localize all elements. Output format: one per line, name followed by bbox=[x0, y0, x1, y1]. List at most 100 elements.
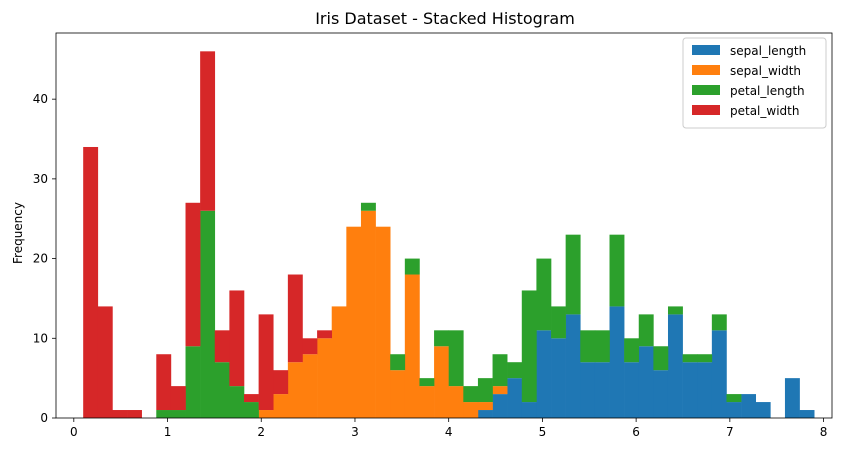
x-axis-ticks: 0 1 2 3 4 5 6 7 8 bbox=[70, 418, 827, 439]
bar-petal_width-0 bbox=[83, 146, 99, 419]
bar-petal_length-35 bbox=[594, 330, 610, 363]
bar-sepal_width-16 bbox=[317, 338, 333, 418]
bar-petal_width-16 bbox=[317, 330, 333, 339]
bar-petal_length-42 bbox=[697, 354, 713, 363]
bar-petal_width-8 bbox=[200, 51, 216, 211]
bar-sepal_length-49 bbox=[799, 410, 815, 418]
legend-label-sepal_width: sepal_width bbox=[730, 64, 801, 78]
bar-sepal_width-14 bbox=[287, 362, 303, 418]
bar-petal_length-6 bbox=[170, 410, 186, 418]
bar-sepal_length-30 bbox=[521, 402, 537, 418]
bar-petal_length-29 bbox=[507, 362, 523, 379]
bar-petal_width-12 bbox=[258, 314, 274, 411]
y-tick-label: 10 bbox=[33, 331, 48, 345]
bar-sepal_length-48 bbox=[784, 378, 800, 418]
legend-swatch-petal_length bbox=[692, 85, 720, 95]
bar-sepal_length-29 bbox=[507, 378, 523, 418]
bar-petal_length-25 bbox=[448, 330, 464, 387]
bars-group bbox=[83, 51, 815, 419]
bar-sepal_width-17 bbox=[331, 306, 347, 418]
bar-sepal_width-22 bbox=[404, 274, 420, 418]
legend-label-sepal_length: sepal_length bbox=[730, 44, 806, 58]
bar-sepal_width-24 bbox=[434, 346, 449, 418]
bar-sepal_width-27 bbox=[477, 402, 493, 411]
bar-petal_length-27 bbox=[477, 378, 493, 403]
chart-title: Iris Dataset - Stacked Histogram bbox=[315, 9, 575, 28]
bar-petal_length-43 bbox=[711, 314, 727, 331]
legend-swatch-petal_width bbox=[692, 105, 720, 115]
bar-petal_length-39 bbox=[653, 346, 669, 371]
bar-petal_width-1 bbox=[97, 306, 113, 418]
bar-sepal_width-28 bbox=[492, 386, 508, 395]
bar-sepal_width-23 bbox=[419, 386, 435, 418]
bar-petal_width-7 bbox=[185, 202, 201, 347]
bar-sepal_width-19 bbox=[360, 210, 376, 418]
bar-petal_length-9 bbox=[214, 362, 230, 418]
bar-petal_length-22 bbox=[404, 258, 420, 275]
bar-sepal_length-38 bbox=[638, 346, 654, 418]
bar-sepal_width-21 bbox=[390, 370, 406, 418]
legend-label-petal_length: petal_length bbox=[730, 84, 805, 98]
bar-petal_length-11 bbox=[244, 402, 259, 418]
bar-sepal_length-33 bbox=[565, 314, 581, 418]
bar-sepal_length-31 bbox=[536, 330, 552, 418]
bar-petal_width-14 bbox=[287, 274, 303, 363]
y-axis-ticks: 0 10 20 30 40 bbox=[33, 92, 56, 425]
y-tick-label: 20 bbox=[33, 252, 48, 266]
bar-sepal_length-28 bbox=[492, 394, 508, 418]
bar-sepal_length-39 bbox=[653, 370, 669, 418]
x-tick-label: 2 bbox=[257, 425, 265, 439]
y-tick-label: 30 bbox=[33, 172, 48, 186]
bar-petal_length-7 bbox=[185, 346, 201, 418]
bar-sepal_length-27 bbox=[477, 410, 493, 418]
x-tick-label: 7 bbox=[726, 425, 734, 439]
bar-sepal_length-41 bbox=[682, 362, 698, 418]
x-tick-label: 6 bbox=[632, 425, 640, 439]
bar-petal_width-15 bbox=[302, 338, 318, 355]
legend: sepal_length sepal_width petal_lengthpetal… bbox=[682, 37, 827, 129]
bar-sepal_length-46 bbox=[755, 402, 771, 418]
bar-petal_length-41 bbox=[682, 354, 698, 363]
bar-sepal_width-20 bbox=[375, 226, 391, 418]
bar-petal_length-33 bbox=[565, 234, 581, 315]
bar-sepal_length-37 bbox=[624, 362, 640, 418]
bar-petal_length-44 bbox=[726, 394, 742, 403]
bar-petal_length-19 bbox=[360, 202, 376, 211]
x-tick-label: 3 bbox=[351, 425, 359, 439]
bar-petal_width-3 bbox=[127, 410, 142, 418]
bar-sepal_width-18 bbox=[346, 226, 362, 418]
bar-sepal_width-25 bbox=[448, 386, 464, 418]
bar-sepal_width-12 bbox=[258, 410, 274, 418]
bar-petal_length-31 bbox=[536, 258, 552, 331]
y-axis-label: Frequency bbox=[11, 202, 25, 264]
bar-petal_length-30 bbox=[521, 290, 537, 403]
bar-petal_length-26 bbox=[463, 386, 479, 403]
x-tick-label: 0 bbox=[70, 425, 78, 439]
bar-petal_width-5 bbox=[156, 354, 172, 411]
bar-petal_length-28 bbox=[492, 354, 508, 387]
bar-petal_length-23 bbox=[419, 378, 435, 387]
legend-label-petal_width: petal_width bbox=[730, 104, 799, 118]
bar-sepal_length-44 bbox=[726, 402, 742, 418]
bar-petal_width-2 bbox=[112, 410, 128, 418]
bar-petal_length-5 bbox=[156, 410, 172, 418]
bar-petal_length-40 bbox=[667, 306, 683, 315]
bar-petal_length-21 bbox=[390, 354, 406, 371]
bar-petal_width-10 bbox=[229, 290, 245, 387]
x-tick-label: 8 bbox=[820, 425, 828, 439]
bar-petal_length-32 bbox=[551, 306, 566, 339]
bar-petal_width-11 bbox=[244, 394, 259, 403]
bar-petal_width-6 bbox=[170, 386, 186, 411]
x-tick-label: 1 bbox=[164, 425, 172, 439]
bar-petal_length-34 bbox=[580, 330, 596, 363]
bar-sepal_length-34 bbox=[580, 362, 596, 418]
bar-sepal_length-32 bbox=[551, 338, 566, 418]
bar-petal_length-24 bbox=[434, 330, 449, 347]
y-tick-label: 40 bbox=[33, 92, 48, 106]
plot-frame bbox=[55, 32, 833, 419]
bar-sepal_length-45 bbox=[741, 394, 757, 418]
bar-sepal_length-40 bbox=[667, 314, 683, 418]
legend-swatch-sepal_length bbox=[692, 45, 720, 55]
bar-sepal_length-42 bbox=[697, 362, 713, 418]
